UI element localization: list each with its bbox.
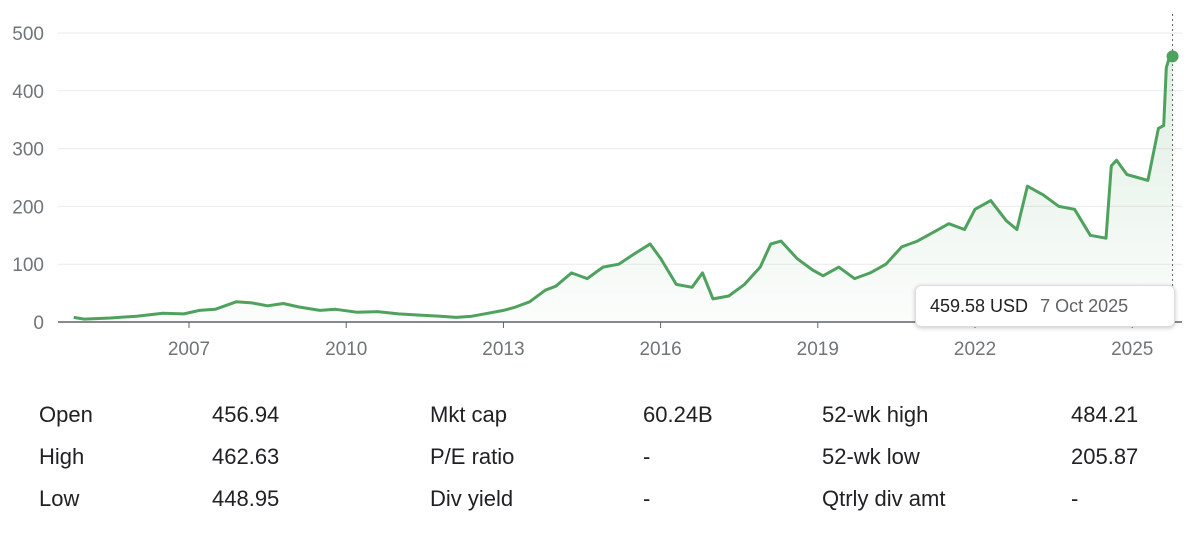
stat-value-div-yield: - (643, 486, 651, 511)
y-tick-label: 500 (12, 24, 44, 45)
stat-label-mkt-cap: Mkt cap (430, 402, 508, 427)
price-tooltip: 459.58 USD 7 Oct 2025 (915, 285, 1175, 327)
stats-row: Low 448.95 Div yield - Qtrly div amt - (0, 486, 1199, 516)
y-axis: 500 400 300 200 100 0 (12, 24, 44, 334)
stat-label-pe-ratio: P/E ratio (430, 444, 515, 469)
stat-value-high: 462.63 (212, 444, 280, 469)
x-tick-label: 2025 (1111, 339, 1153, 360)
stat-label-52wk-high: 52-wk high (822, 402, 929, 427)
x-axis: 2007 2010 2013 2016 2019 2022 2025 (168, 322, 1153, 360)
y-tick-label: 100 (12, 255, 44, 276)
tooltip-price: 459.58 USD (930, 295, 1029, 316)
price-chart[interactable]: 500 400 300 200 100 0 2007 2010 2013 2016 2019 202… (0, 0, 1199, 380)
stat-label-qtrly-div-amt: Qtrly div amt (822, 486, 946, 511)
price-area-fill (73, 56, 1173, 323)
stat-value-mkt-cap: 60.24B (643, 402, 713, 427)
x-tick-label: 2022 (954, 339, 996, 360)
stats-row: High 462.63 P/E ratio - 52-wk low 205.87 (0, 444, 1199, 474)
y-tick-label: 400 (12, 82, 44, 103)
tooltip-date: 7 Oct 2025 (1040, 295, 1129, 316)
stat-value-pe-ratio: - (643, 444, 651, 469)
stat-value-52wk-low: 205.87 (1071, 444, 1139, 469)
x-tick-label: 2019 (797, 339, 839, 360)
x-tick-label: 2007 (168, 339, 210, 360)
price-line (73, 55, 1174, 321)
stat-label-52wk-low: 52-wk low (822, 444, 920, 469)
hover-point (1166, 50, 1179, 63)
stat-value-low: 448.95 (212, 486, 280, 511)
x-tick-label: 2016 (639, 339, 681, 360)
stat-value-open: 456.94 (212, 402, 280, 427)
stat-value-qtrly-div-amt: - (1071, 486, 1079, 511)
y-tick-label: 300 (12, 140, 44, 161)
y-tick-label: 0 (33, 313, 44, 334)
stat-label-div-yield: Div yield (430, 486, 514, 511)
y-tick-label: 200 (12, 197, 44, 218)
x-tick-label: 2010 (325, 339, 367, 360)
stat-label-high: High (39, 444, 85, 469)
stats-row: Open 456.94 Mkt cap 60.24B 52-wk high 48… (0, 402, 1199, 432)
stat-label-low: Low (39, 486, 80, 511)
stat-label-open: Open (39, 402, 93, 427)
stat-value-52wk-high: 484.21 (1071, 402, 1139, 427)
x-tick-label: 2013 (482, 339, 524, 360)
